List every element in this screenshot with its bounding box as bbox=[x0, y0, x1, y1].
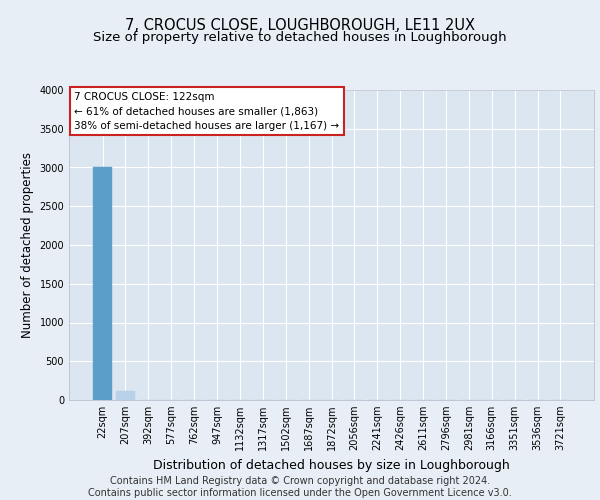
Text: 7, CROCUS CLOSE, LOUGHBOROUGH, LE11 2UX: 7, CROCUS CLOSE, LOUGHBOROUGH, LE11 2UX bbox=[125, 18, 475, 32]
Bar bbox=[93, 168, 112, 400]
Text: Contains HM Land Registry data © Crown copyright and database right 2024.
Contai: Contains HM Land Registry data © Crown c… bbox=[88, 476, 512, 498]
Text: Size of property relative to detached houses in Loughborough: Size of property relative to detached ho… bbox=[93, 31, 507, 44]
X-axis label: Distribution of detached houses by size in Loughborough: Distribution of detached houses by size … bbox=[153, 458, 510, 471]
Y-axis label: Number of detached properties: Number of detached properties bbox=[21, 152, 34, 338]
Text: 7 CROCUS CLOSE: 122sqm
← 61% of detached houses are smaller (1,863)
38% of semi-: 7 CROCUS CLOSE: 122sqm ← 61% of detached… bbox=[74, 92, 340, 131]
Bar bbox=[116, 390, 135, 400]
